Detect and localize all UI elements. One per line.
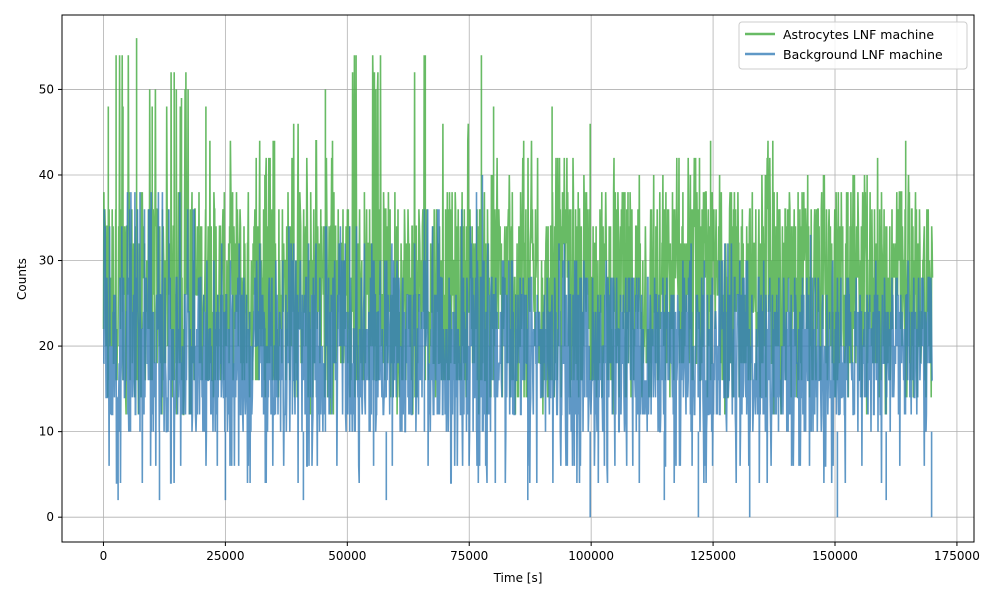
x-tick-label: 100000 bbox=[568, 549, 614, 563]
x-tick-label: 0 bbox=[100, 549, 108, 563]
x-tick-label: 50000 bbox=[328, 549, 366, 563]
plot-frame bbox=[61, 14, 975, 543]
y-tick-label: 30 bbox=[39, 254, 54, 268]
legend-label-background: Background LNF machine bbox=[783, 47, 943, 62]
x-tick-label: 75000 bbox=[450, 549, 488, 563]
x-tick-label: 175000 bbox=[934, 549, 980, 563]
legend: Astrocytes LNF machine Background LNF ma… bbox=[738, 21, 968, 70]
y-axis-label: Counts bbox=[15, 258, 29, 300]
series-line-background bbox=[103, 175, 933, 518]
y-tick-label: 50 bbox=[39, 82, 54, 96]
y-tick-label: 40 bbox=[39, 168, 54, 182]
y-tick-label: 0 bbox=[46, 510, 54, 524]
legend-label-astrocytes: Astrocytes LNF machine bbox=[783, 27, 934, 42]
legend-box bbox=[738, 21, 968, 70]
x-tick-label: 150000 bbox=[812, 549, 858, 563]
series-layer bbox=[102, 38, 934, 518]
x-tick-label: 25000 bbox=[206, 549, 244, 563]
y-tick-label: 10 bbox=[39, 425, 54, 439]
y-axis: 0 10 20 30 40 50 bbox=[39, 82, 62, 524]
x-tick-label: 125000 bbox=[690, 549, 736, 563]
y-tick-label: 20 bbox=[39, 339, 54, 353]
x-axis: 0 25000 50000 75000 100000 125000 150000 175000 bbox=[100, 542, 980, 563]
x-axis-label: Time [s] bbox=[493, 571, 543, 585]
